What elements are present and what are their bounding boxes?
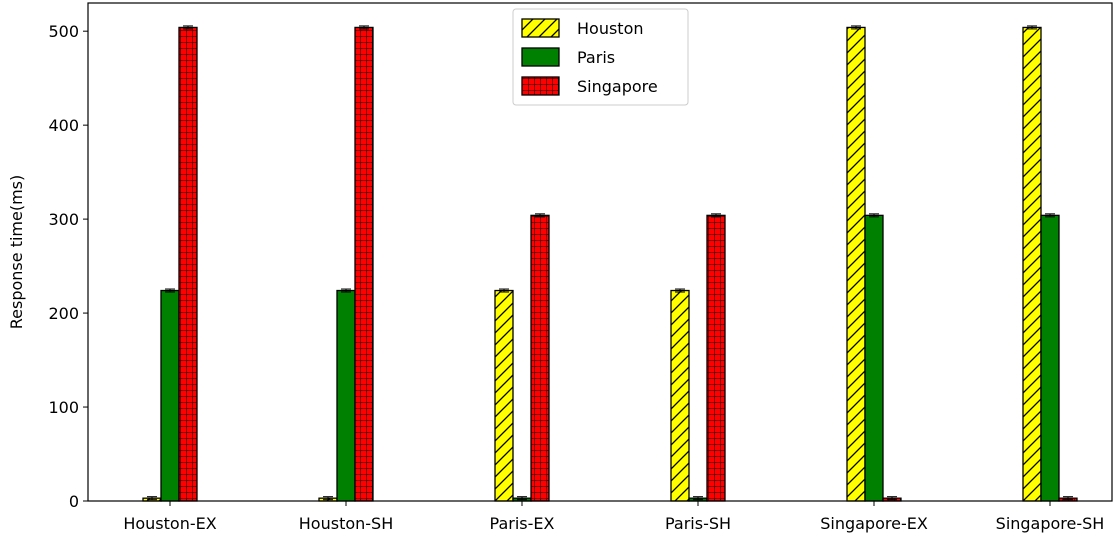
plot-frame [87,2,1113,502]
x-tick-label: Singapore-EX [820,514,928,533]
bar-singapore-houston-sh [354,26,374,502]
legend: Houston Paris Singapore [512,8,689,106]
x-tick-label: Houston-SH [299,514,393,533]
bar-houston-paris-sh [670,289,690,502]
bar-singapore-paris-sh [706,214,726,502]
bar-paris-singapore-ex [864,214,884,502]
legend-swatch-singapore [521,76,560,96]
legend-label-singapore: Singapore [577,77,658,96]
y-tick-label: 100 [48,398,79,417]
errorbar-layer [147,25,1073,501]
legend-label-paris: Paris [577,48,615,67]
y-tick-label: 400 [48,116,79,135]
y-axis: 0 100 200 300 400 500 [48,22,88,511]
y-tick-label: 0 [69,492,79,511]
y-axis-label: Response time(ms) [7,175,26,329]
legend-swatch-paris [521,47,560,67]
bar-houston-singapore-sh [1022,26,1042,502]
legend-label-houston: Houston [577,19,644,38]
y-tick-label: 500 [48,22,79,41]
x-axis: Houston-EX Houston-SH Paris-EX Paris-SH Sing… [123,501,1104,533]
x-tick-label: Paris-SH [665,514,731,533]
bar-houston-paris-ex [494,289,514,502]
x-tick-label: Singapore-SH [996,514,1105,533]
legend-swatch-houston [521,18,560,38]
bar-paris-singapore-sh [1040,214,1060,502]
bar-singapore-paris-ex [530,214,550,502]
y-tick-label: 300 [48,210,79,229]
bar-houston-singapore-ex [846,26,866,502]
x-tick-label: Houston-EX [123,514,216,533]
bar-paris-houston-sh [336,289,356,502]
bar-singapore-houston-ex [178,26,198,502]
bar-paris-houston-ex [160,289,180,502]
x-tick-label: Paris-EX [490,514,555,533]
y-tick-label: 200 [48,304,79,323]
